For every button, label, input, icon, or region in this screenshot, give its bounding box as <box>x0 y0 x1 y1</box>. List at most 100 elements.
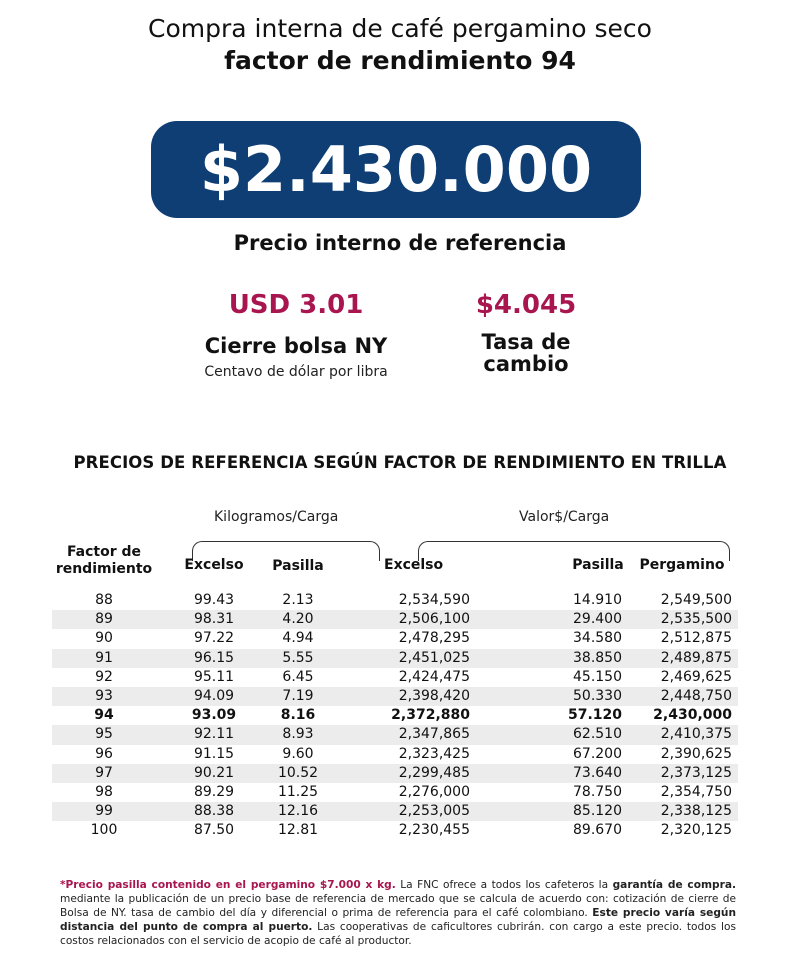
cell-val-pergamino: 2,512,875 <box>660 630 732 647</box>
cell-val-pergamino: 2,320,125 <box>660 822 732 839</box>
cell-factor: 91 <box>95 649 113 666</box>
cell-val-pergamino: 2,390,625 <box>660 745 732 762</box>
cell-factor: 95 <box>95 726 113 743</box>
cell-val-pasilla: 62.510 <box>573 726 622 743</box>
table-row: 96 91.15 9.60 2,323,425 67.200 2,390,625 <box>52 745 738 764</box>
cell-factor: 92 <box>95 668 113 685</box>
cell-val-excelso: 2,451,025 <box>398 649 470 666</box>
group-valor-bracket <box>418 541 730 561</box>
cell-val-excelso: 2,347,865 <box>398 726 470 743</box>
cell-val-excelso: 2,534,590 <box>398 592 470 608</box>
table-row: 89 98.31 4.20 2,506,100 29.400 2,535,500 <box>52 610 738 630</box>
header-factor-line1: Factor de <box>66 544 142 560</box>
table-row: 97 90.21 10.52 2,299,485 73.640 2,373,125 <box>52 763 738 783</box>
header-factor: Factor de rendimiento <box>52 544 156 578</box>
header-val-pergamino: Pergamino <box>639 557 725 573</box>
cell-kg-excelso: 93.09 <box>191 707 237 724</box>
cell-val-pasilla: 34.580 <box>573 630 622 647</box>
table-row: 94 93.09 8.16 2,372,880 57.120 2,430,000 <box>52 706 738 725</box>
cell-val-excelso: 2,372,880 <box>391 707 470 724</box>
cell-val-pasilla: 89.670 <box>573 822 622 839</box>
table-row: 100 87.50 12.81 2,230,455 89.670 2,320,125 <box>52 821 738 840</box>
cell-val-pasilla: 57.120 <box>567 707 622 724</box>
exchange-rate-value: $4.045 <box>475 290 577 320</box>
table-row: 91 96.15 5.55 2,451,025 38.850 2,489,875 <box>52 648 738 668</box>
cell-kg-pasilla: 4.20 <box>282 611 314 628</box>
header-kg-excelso: Excelso <box>184 557 244 573</box>
cell-kg-pasilla: 11.25 <box>277 783 319 800</box>
cell-kg-excelso: 98.31 <box>193 611 235 628</box>
table-row: 99 88.38 12.16 2,253,005 85.120 2,338,125 <box>52 802 738 822</box>
cell-kg-pasilla: 6.45 <box>282 668 314 685</box>
cell-val-pasilla: 45.150 <box>573 668 622 685</box>
cell-val-pasilla: 85.120 <box>573 803 622 820</box>
cell-factor: 88 <box>95 592 113 608</box>
cell-val-excelso: 2,424,475 <box>398 668 470 685</box>
cell-val-pergamino: 2,410,375 <box>660 726 732 743</box>
cell-val-excelso: 2,398,420 <box>398 687 470 704</box>
cell-kg-pasilla: 10.52 <box>277 764 319 781</box>
header-val-excelso: Excelso <box>384 557 444 573</box>
footnote-guarantee: garantía de compra. <box>612 879 737 891</box>
table-row: 88 99.43 2.13 2,534,590 14.910 2,549,500 <box>52 591 738 610</box>
cell-kg-pasilla: 9.60 <box>282 745 314 762</box>
cell-val-excelso: 2,299,485 <box>398 764 470 781</box>
footnote-text-2: mediante la publicación de un precio bas… <box>60 893 736 919</box>
table-row: 92 95.11 6.45 2,424,475 45.150 2,469,625 <box>52 668 738 687</box>
header-kg-pasilla: Pasilla <box>272 558 324 574</box>
reference-price-label: Precio interno de referencia <box>233 231 567 255</box>
page-subtitle: factor de rendimiento 94 <box>224 46 576 75</box>
cell-val-pergamino: 2,489,875 <box>660 649 732 666</box>
table-row: 90 97.22 4.94 2,478,295 34.580 2,512,875 <box>52 629 738 648</box>
table-row: 95 92.11 8.93 2,347,865 62.510 2,410,375 <box>52 725 738 745</box>
cell-kg-excelso: 90.21 <box>193 764 235 781</box>
footnote-text-3: Las cooperativas de caficultores cubrirá… <box>60 921 736 947</box>
reference-price-box: $2.430.000 <box>151 121 641 218</box>
exchange-rate-label: Tasa de cambio <box>446 331 606 375</box>
cell-kg-excelso: 91.15 <box>193 745 235 762</box>
cell-val-pasilla: 67.200 <box>573 745 622 762</box>
table-section-title: PRECIOS DE REFERENCIA SEGÚN FACTOR DE RE… <box>73 453 727 472</box>
cell-kg-excelso: 88.38 <box>193 803 235 820</box>
cell-kg-excelso: 89.29 <box>193 783 235 800</box>
cell-factor: 93 <box>95 687 113 704</box>
cell-kg-excelso: 87.50 <box>193 822 235 839</box>
cell-val-pergamino: 2,373,125 <box>660 764 732 781</box>
cell-kg-pasilla: 4.94 <box>282 630 314 647</box>
cell-val-pasilla: 38.850 <box>573 649 622 666</box>
cell-factor: 98 <box>95 783 113 800</box>
cell-val-pergamino: 2,448,750 <box>660 687 732 704</box>
cell-val-pasilla: 50.330 <box>573 687 622 704</box>
cell-kg-pasilla: 2.13 <box>282 592 314 608</box>
cell-factor: 94 <box>94 707 114 724</box>
header-val-pasilla: Pasilla <box>572 557 624 573</box>
group-kg-label: Kilogramos/Carga <box>214 509 339 525</box>
page-title: Compra interna de café pergamino seco <box>148 14 652 43</box>
cell-val-excelso: 2,253,005 <box>398 803 470 820</box>
cell-kg-excelso: 99.43 <box>193 592 235 608</box>
ny-close-sublabel: Centavo de dólar por libra <box>204 364 388 380</box>
footnote-pasilla-note: *Precio pasilla contenido en el pergamin… <box>60 879 396 891</box>
cell-val-pergamino: 2,430,000 <box>653 707 732 724</box>
cell-kg-pasilla: 12.81 <box>277 822 319 839</box>
footnote-text-1: La FNC ofrece a todos los cafeteros la <box>395 879 613 891</box>
reference-price-value: $2.430.000 <box>199 133 593 206</box>
cell-factor: 97 <box>95 764 113 781</box>
group-kg-bracket <box>192 541 380 561</box>
ny-close-label: Cierre bolsa NY <box>204 334 388 358</box>
cell-val-pasilla: 78.750 <box>573 783 622 800</box>
table-row: 93 94.09 7.19 2,398,420 50.330 2,448,750 <box>52 686 738 707</box>
cell-factor: 89 <box>95 611 113 628</box>
cell-val-pasilla: 29.400 <box>573 611 622 628</box>
cell-val-excelso: 2,478,295 <box>398 630 470 647</box>
cell-kg-excelso: 94.09 <box>193 687 235 704</box>
table-row: 98 89.29 11.25 2,276,000 78.750 2,354,750 <box>52 783 738 802</box>
price-table: 88 99.43 2.13 2,534,590 14.910 2,549,500 89 98.… <box>52 591 738 840</box>
cell-kg-pasilla: 8.93 <box>282 726 314 743</box>
cell-val-pergamino: 2,535,500 <box>660 611 732 628</box>
exchange-rate-label-line2: cambio <box>483 352 569 376</box>
cell-val-pergamino: 2,354,750 <box>660 783 732 800</box>
ny-close-value: USD 3.01 <box>228 290 364 320</box>
cell-kg-pasilla: 12.16 <box>277 803 319 820</box>
exchange-rate-label-line1: Tasa de <box>481 330 571 354</box>
